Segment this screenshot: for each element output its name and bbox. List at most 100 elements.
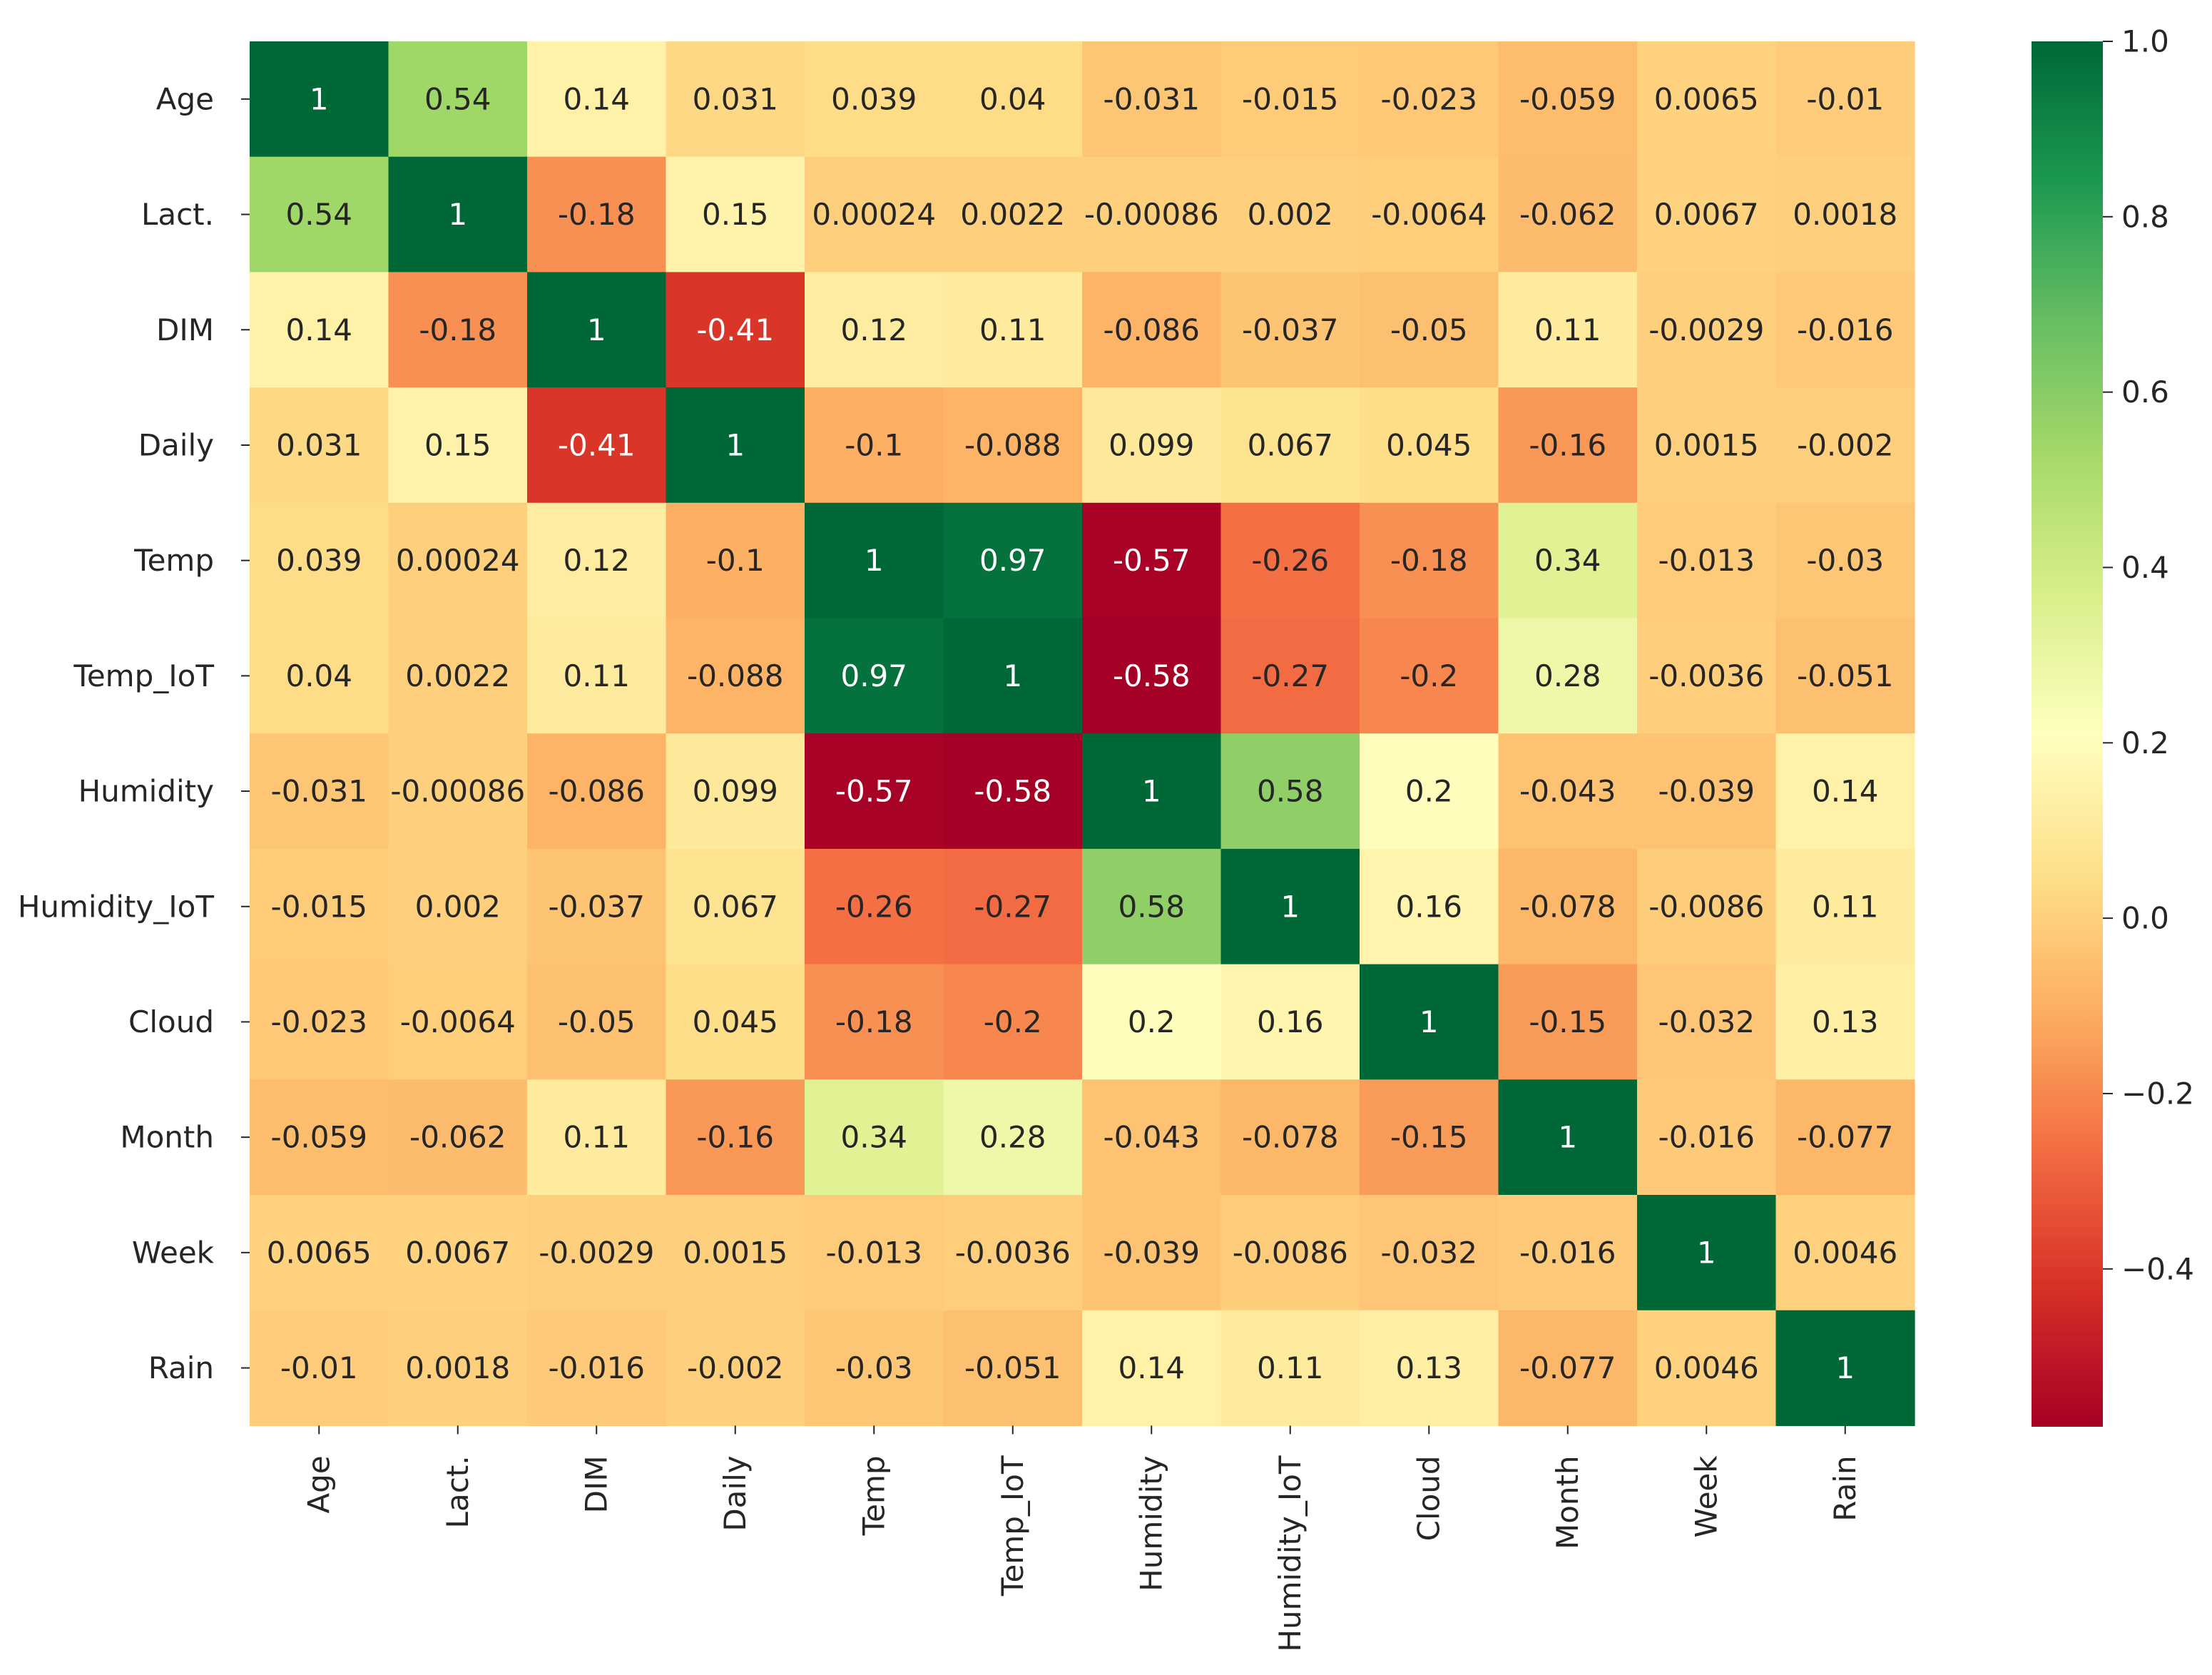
heatmap-cell-Lact.-Cloud: [1360, 156, 1499, 273]
cell-annotation: -0.15: [1529, 1004, 1606, 1039]
cell-annotation: -0.023: [271, 1004, 367, 1039]
heatmap-cell-DIM-Temp_IoT: [943, 272, 1083, 388]
heatmap-cell-Temp-Lact.: [388, 502, 528, 619]
heatmap-cell-Age-Cloud: [1360, 41, 1499, 158]
y-tick-label-Temp: Temp: [133, 543, 214, 578]
heatmap-cell-Age-Daily: [666, 41, 805, 158]
heatmap-cell-Humidity-Week: [1637, 733, 1777, 850]
cell-annotation: -0.41: [696, 312, 774, 347]
heatmap-cell-Age-Lact.: [388, 41, 528, 158]
cell-annotation: -0.039: [1104, 1235, 1200, 1270]
heatmap-cell-Humidity_IoT-Week: [1637, 848, 1777, 965]
cell-annotation: -0.037: [1242, 312, 1338, 347]
heatmap-cell-Humidity_IoT-Month: [1498, 848, 1638, 965]
cell-annotation: -0.57: [1113, 543, 1191, 578]
cell-annotation: -0.031: [271, 774, 367, 809]
cell-annotation: 0.0015: [1654, 427, 1759, 462]
heatmap-cell-Temp_IoT-Lact.: [388, 618, 528, 734]
cell-annotation: -0.05: [558, 1004, 636, 1039]
heatmap-cell-Lact.-DIM: [527, 156, 667, 273]
heatmap-cell-Week-Cloud: [1360, 1195, 1499, 1311]
heatmap-cell-Cloud-Temp_IoT: [943, 964, 1083, 1080]
cell-annotation: 0.045: [1386, 427, 1472, 462]
heatmap-cell-Temp_IoT-Daily: [666, 618, 805, 734]
colorbar-gradient: [2032, 41, 2103, 1427]
cell-annotation: 0.13: [1395, 1350, 1462, 1385]
cell-annotation: 0.11: [563, 658, 630, 693]
cell-annotation: 0.0067: [1654, 197, 1759, 232]
cell-annotation: -0.26: [1251, 543, 1329, 578]
x-tick-label-Temp: Temp: [857, 1455, 892, 1536]
cell-annotation: 0.54: [285, 197, 352, 232]
heatmap-cell-Temp-Rain: [1775, 502, 1915, 619]
cell-annotation: 0.16: [1395, 889, 1462, 924]
heatmap-cell-Age-Rain: [1775, 41, 1915, 158]
heatmap-cell-Temp_IoT-Month: [1498, 618, 1638, 734]
cell-annotation: -0.27: [974, 889, 1051, 924]
heatmap-cell-Week-Age: [250, 1195, 389, 1311]
cell-annotation: -0.16: [696, 1120, 774, 1155]
cell-annotation: 0.58: [1257, 774, 1324, 809]
cell-annotation: -0.002: [1797, 427, 1893, 462]
heatmap-cell-Cloud-Month: [1498, 964, 1638, 1080]
heatmap-cell-Lact.-Month: [1498, 156, 1638, 273]
heatmap-cell-Temp_IoT-Humidity: [1082, 618, 1222, 734]
cell-annotation: 0.031: [276, 427, 362, 462]
cell-annotation: -0.059: [1519, 81, 1616, 116]
cell-annotation: 1: [1558, 1120, 1577, 1155]
cell-annotation: 0.12: [563, 543, 630, 578]
cell-annotation: 0.039: [276, 543, 362, 578]
heatmap-cell-Humidity-Age: [250, 733, 389, 850]
cell-annotation: 0.039: [831, 81, 917, 116]
cell-annotation: 0.045: [693, 1004, 778, 1039]
heatmap-cell-DIM-Humidity_IoT: [1220, 272, 1360, 388]
cell-annotation: -0.0064: [1371, 197, 1487, 232]
cell-annotation: -0.062: [409, 1120, 506, 1155]
heatmap-cell-Humidity_IoT-Daily: [666, 848, 805, 965]
cell-annotation: -0.015: [271, 889, 367, 924]
cell-annotation: -0.05: [1390, 312, 1468, 347]
cell-annotation: -0.41: [558, 427, 636, 462]
heatmap-cell-Temp-Month: [1498, 502, 1638, 619]
y-tick-label-Age: Age: [156, 81, 214, 116]
cell-annotation: 0.34: [1534, 543, 1601, 578]
cell-annotation: -0.032: [1381, 1235, 1477, 1270]
colorbar-tick-label: 1.0: [2121, 24, 2169, 59]
cell-annotation: 1: [1003, 658, 1022, 693]
cell-annotation: -0.58: [1113, 658, 1191, 693]
cell-annotation: -0.03: [1806, 543, 1884, 578]
heatmap-cell-Humidity-DIM: [527, 733, 667, 850]
heatmap-cell-Temp-DIM: [527, 502, 667, 619]
heatmap-cell-Humidity-Humidity_IoT: [1220, 733, 1360, 850]
x-tick-label-Humidity_IoT: Humidity_IoT: [1273, 1455, 1308, 1652]
cell-annotation: -0.088: [687, 658, 783, 693]
cell-annotation: -0.013: [826, 1235, 922, 1270]
x-tick-label-Lact.: Lact.: [440, 1455, 475, 1528]
x-tick-label-Daily: Daily: [718, 1455, 753, 1531]
heatmap-cell-DIM-Rain: [1775, 272, 1915, 388]
cell-annotation: -0.27: [1251, 658, 1329, 693]
cell-annotation: 0.97: [979, 543, 1046, 578]
cell-annotation: 0.04: [285, 658, 352, 693]
heatmap-cell-Lact.-Week: [1637, 156, 1777, 273]
y-tick-label-Month: Month: [120, 1120, 214, 1155]
heatmap-cell-Rain-Month: [1498, 1310, 1638, 1426]
heatmap-cell-Month-Temp: [805, 1079, 944, 1196]
heatmap-cell-Cloud-Humidity_IoT: [1220, 964, 1360, 1080]
heatmap-cell-Humidity_IoT-Humidity: [1082, 848, 1222, 965]
cell-annotation: -0.086: [1104, 312, 1200, 347]
x-tick-label-Cloud: Cloud: [1412, 1455, 1447, 1541]
cell-annotation: 0.11: [979, 312, 1046, 347]
cell-annotation: 1: [1142, 774, 1161, 809]
heatmap-cell-Humidity-Month: [1498, 733, 1638, 850]
cell-annotation: 1: [865, 543, 884, 578]
cell-annotation: 0.2: [1405, 774, 1453, 809]
heatmap-cell-Humidity_IoT-Lact.: [388, 848, 528, 965]
colorbar-tick-label: 0.8: [2121, 199, 2169, 234]
cell-annotation: -0.039: [1658, 774, 1755, 809]
cell-annotation: 1: [1420, 1004, 1439, 1039]
cell-annotation: 0.0046: [1793, 1235, 1897, 1270]
cell-annotation: -0.016: [1658, 1120, 1755, 1155]
cell-annotation: 0.0067: [405, 1235, 510, 1270]
heatmap-cell-DIM-Age: [250, 272, 389, 388]
